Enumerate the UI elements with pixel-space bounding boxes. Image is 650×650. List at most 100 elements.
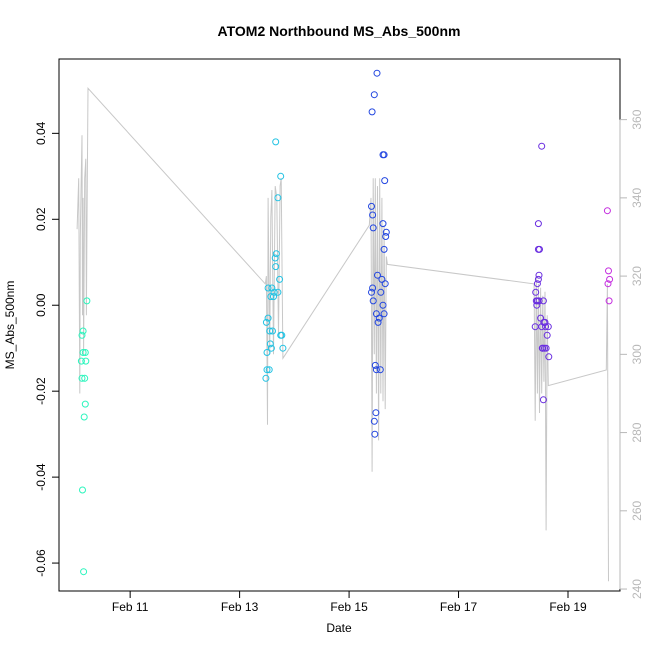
data-point <box>78 374 86 382</box>
y-axis-label: MS_Abs_500nm <box>3 281 17 370</box>
data-point <box>370 417 378 425</box>
data-point <box>369 224 377 232</box>
data-point <box>369 211 377 219</box>
x-tick-label: Feb 11 <box>112 600 149 614</box>
y-tick-label: -0.04 <box>34 463 48 491</box>
x-tick-label: Feb 15 <box>330 600 368 614</box>
data-point <box>368 108 376 116</box>
data-point <box>265 366 273 374</box>
data-point <box>372 310 380 318</box>
secondary-y-tick-label: 260 <box>630 500 644 520</box>
data-point <box>266 340 274 348</box>
data-point <box>267 344 275 352</box>
series-1 <box>262 138 287 382</box>
data-point <box>382 233 390 240</box>
secondary-y-tick-label: 360 <box>630 109 644 129</box>
data-point <box>541 344 548 352</box>
data-point <box>378 275 386 283</box>
data-point <box>532 288 540 296</box>
data-point <box>369 297 377 305</box>
data-point <box>368 202 375 210</box>
data-point <box>538 344 546 352</box>
data-point <box>81 400 89 408</box>
data-point <box>79 327 87 335</box>
data-point <box>603 207 611 215</box>
data-point <box>381 280 389 288</box>
data-point <box>604 280 612 288</box>
secondary-y-tick-label: 340 <box>630 188 644 208</box>
data-point <box>79 486 86 494</box>
data-point <box>538 323 546 331</box>
data-point <box>532 297 540 305</box>
data-point <box>78 331 86 339</box>
secondary-y-axis: 240 260 280 300 320 340 360 <box>619 109 644 599</box>
data-point <box>534 220 542 228</box>
secondary-y-tick-label: 240 <box>630 579 644 599</box>
data-point <box>272 138 280 146</box>
x-axis-label: Date <box>326 621 352 635</box>
series-3 <box>531 142 553 404</box>
x-axis: Feb 11 Feb 13 Feb 15 Feb 17 Feb 19 <box>112 591 587 614</box>
data-point <box>372 409 380 417</box>
data-point <box>374 318 382 326</box>
data-point <box>368 288 375 296</box>
data-point <box>83 297 91 305</box>
data-point <box>543 331 551 339</box>
data-point <box>373 69 381 77</box>
data-point <box>262 318 270 326</box>
series-2 <box>368 69 390 438</box>
data-point <box>545 353 553 361</box>
x-tick-label: Feb 19 <box>549 600 587 614</box>
y-tick-label: 0.00 <box>34 293 48 317</box>
y-axis: -0.06 -0.04 -0.02 0.00 0.02 0.04 <box>34 121 59 577</box>
data-point <box>379 301 387 309</box>
data-point <box>379 220 387 228</box>
y-tick-label: 0.02 <box>34 207 48 231</box>
data-point <box>537 314 545 322</box>
data-point <box>372 366 380 374</box>
secondary-y-tick-label: 320 <box>630 266 644 286</box>
data-point <box>279 344 287 352</box>
y-tick-label: -0.02 <box>34 377 48 405</box>
series-4 <box>603 207 614 305</box>
data-point <box>533 280 541 288</box>
data-point <box>80 413 88 421</box>
data-point <box>77 357 85 365</box>
data-point <box>79 349 87 356</box>
x-tick-label: Feb 17 <box>440 600 478 614</box>
data-point <box>270 288 278 296</box>
data-point <box>274 194 282 202</box>
data-point <box>269 327 276 335</box>
data-point <box>271 254 279 262</box>
data-point <box>377 288 385 296</box>
data-point <box>371 361 379 369</box>
data-point <box>605 297 613 305</box>
data-point <box>268 284 276 292</box>
data-point <box>540 318 548 326</box>
data-point <box>272 263 280 271</box>
data-point <box>538 142 546 150</box>
data-point <box>264 314 272 322</box>
x-tick-label: Feb 13 <box>221 600 259 614</box>
secondary-y-tick-label: 280 <box>630 422 644 442</box>
data-point <box>380 245 388 253</box>
data-point <box>276 275 284 283</box>
data-point <box>267 293 275 301</box>
data-point <box>380 310 388 318</box>
data-point <box>534 275 542 283</box>
y-tick-label: 0.04 <box>34 121 48 145</box>
data-point <box>80 568 88 576</box>
data-point <box>263 366 271 374</box>
data-point <box>542 323 550 331</box>
overlay-line-layer <box>76 87 609 582</box>
data-point <box>544 323 552 331</box>
secondary-y-tick-label: 300 <box>630 344 644 364</box>
data-point <box>370 91 378 99</box>
data-point <box>539 396 547 404</box>
data-point <box>82 357 90 365</box>
data-point <box>262 374 270 382</box>
data-point <box>605 267 612 275</box>
data-point <box>382 228 390 236</box>
chart-title: ATOM2 Northbound MS_Abs_500nm <box>218 23 461 39</box>
